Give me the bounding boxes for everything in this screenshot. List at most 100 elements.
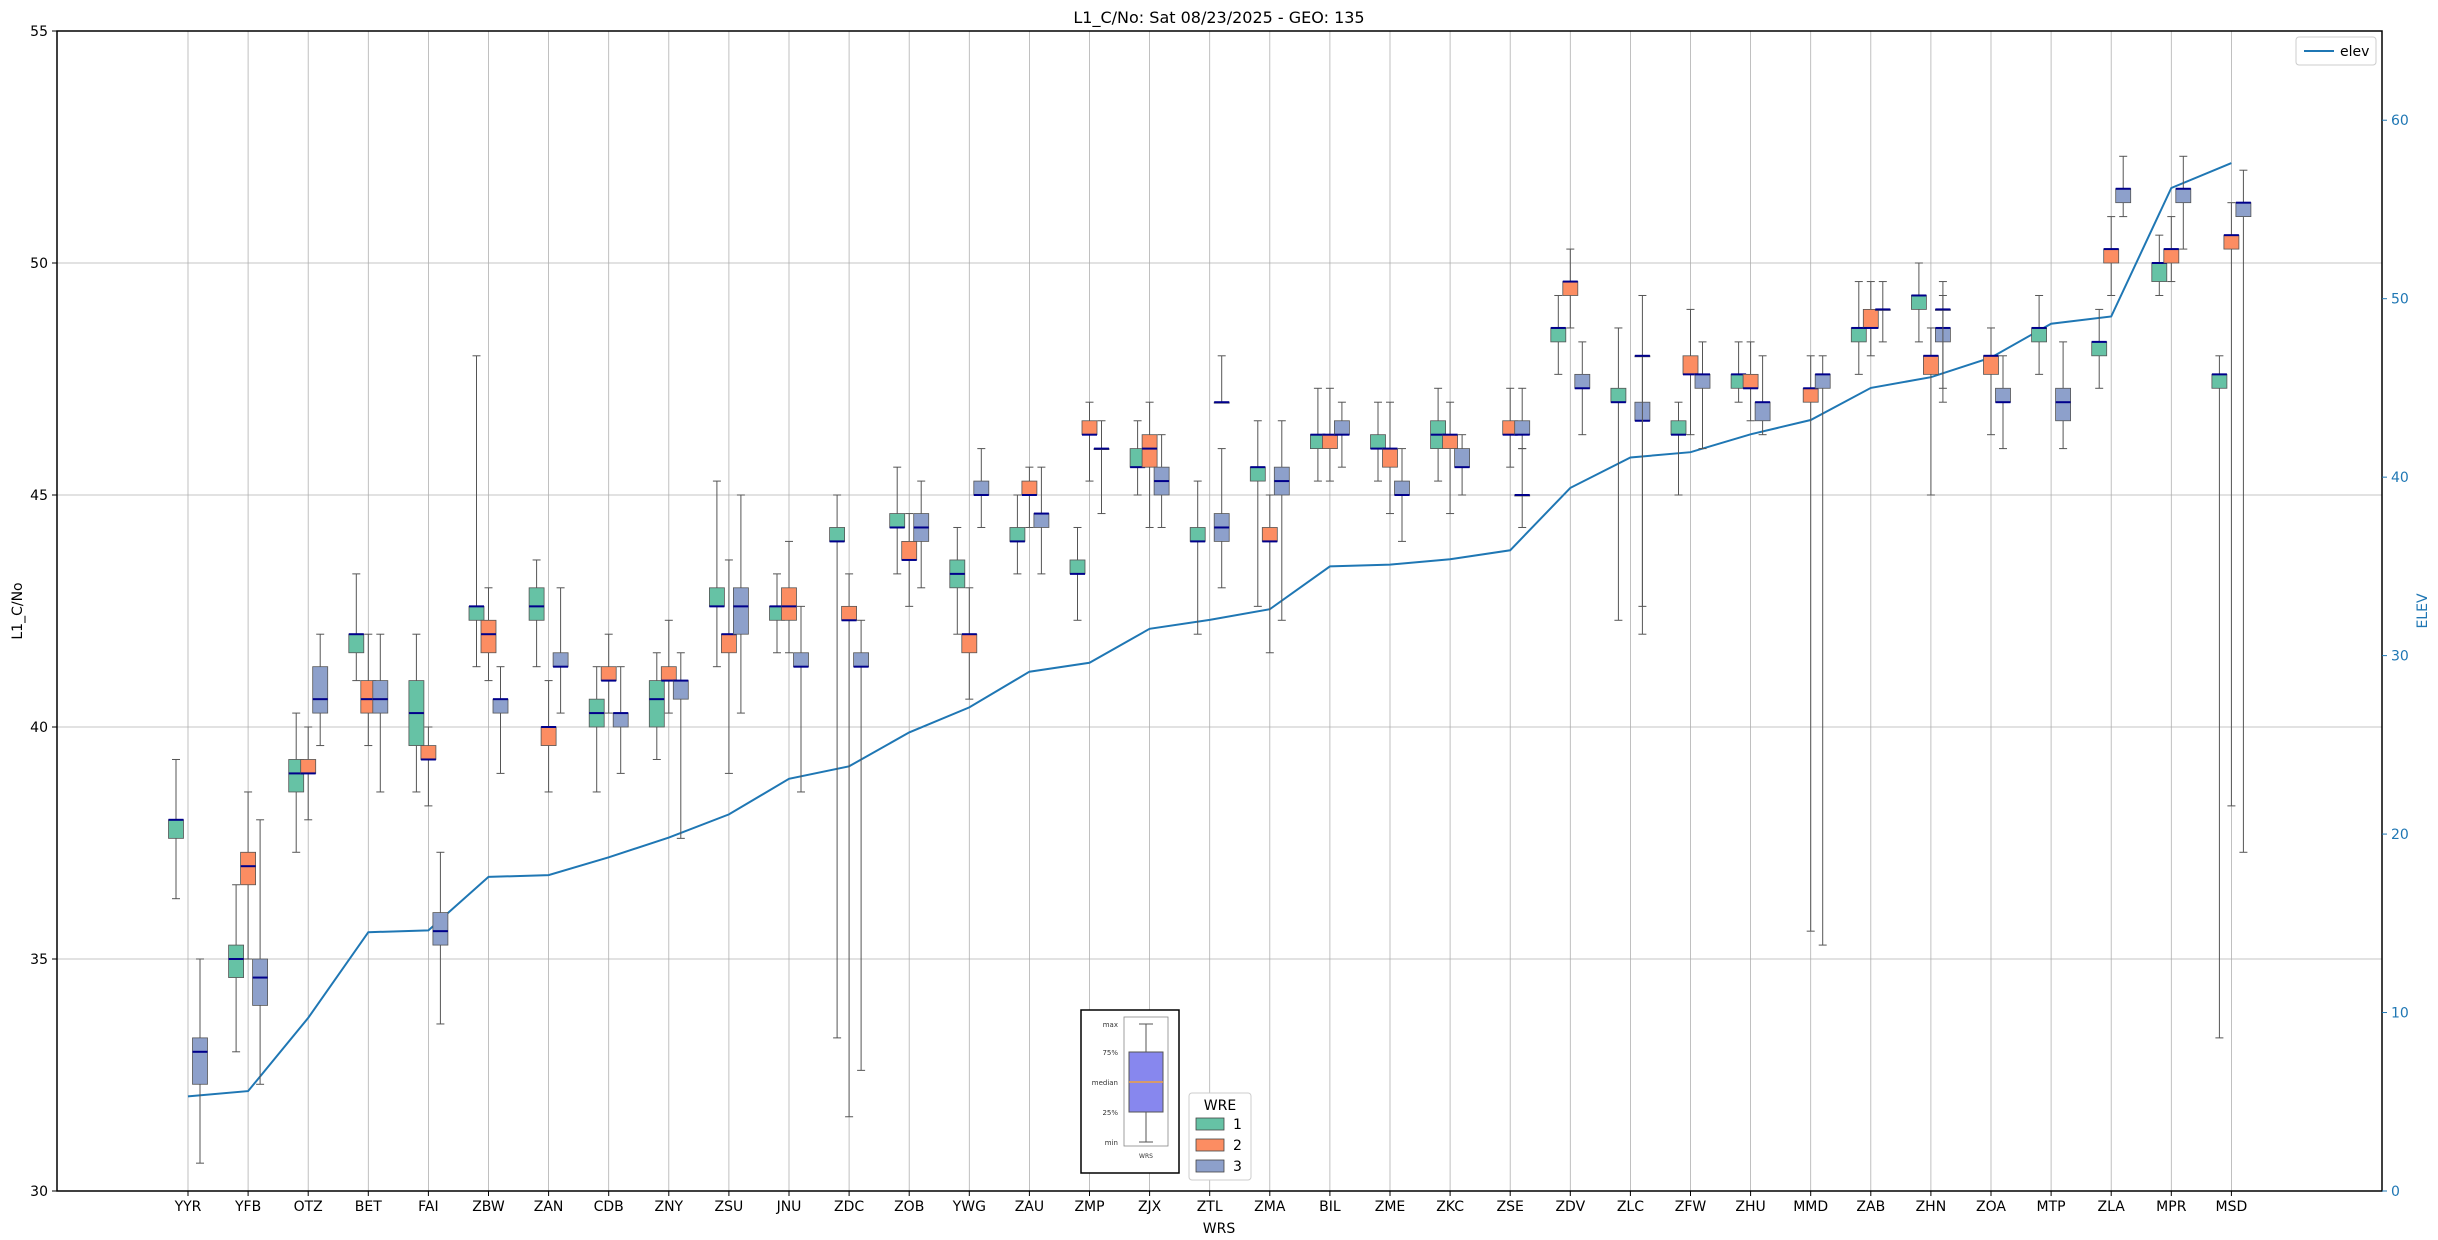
x-tick-label: ZSE	[1497, 1199, 1524, 1215]
iqr-box	[781, 587, 797, 621]
iqr-box	[1862, 308, 1879, 329]
iqr-box	[552, 652, 569, 668]
iqr-box	[648, 680, 665, 728]
box-wre2-mpr	[2163, 216, 2180, 283]
y2-tick-label: 50	[2391, 292, 2409, 308]
elev-legend-frame	[2295, 36, 2377, 66]
box-wre2-zan	[540, 680, 557, 793]
box-wre3-ywg	[973, 448, 990, 528]
x-tick-label: MPR	[2156, 1199, 2187, 1215]
box-wre3-yyr	[192, 958, 208, 1164]
x-tick-label: ZAB	[1856, 1199, 1885, 1215]
box-wre2-zab	[1862, 281, 1879, 357]
box-wre3-zbw	[492, 666, 509, 774]
box-wre3-bil	[1334, 401, 1350, 468]
plot-frame	[56, 30, 2383, 1192]
iqr-box	[973, 480, 990, 496]
box-wre1-zsu	[709, 480, 725, 668]
box-wre2-zfw	[1682, 308, 1699, 436]
box-wre3-zse	[1514, 448, 1531, 528]
box-wre3-zla	[2115, 155, 2132, 218]
y-tick-label: 40	[30, 720, 48, 736]
iqr-box	[1189, 527, 1206, 542]
box-wre2-fai	[420, 726, 437, 807]
box-wre1-zlc	[1610, 327, 1627, 621]
box-wre2-ywg	[961, 587, 978, 700]
x-tick-label: MSD	[2216, 1199, 2248, 1215]
iqr-box	[348, 633, 365, 654]
iqr-box	[1814, 373, 1831, 389]
x-tick-label: YWG	[952, 1199, 986, 1215]
box-wre2-zhu	[1742, 341, 1759, 422]
iqr-box	[2151, 262, 2168, 282]
box-wre3-zan	[552, 587, 569, 714]
y-tick-label: 30	[30, 1184, 48, 1200]
box-wre3-zhn	[1935, 281, 1951, 389]
box-wre3-zse	[1514, 387, 1531, 450]
wre-legend-label-3: 3	[1233, 1159, 1242, 1175]
iqr-box	[1670, 420, 1687, 436]
wre-legend-label-1: 1	[1233, 1117, 1242, 1133]
box-wre1-mtp	[2031, 294, 2047, 375]
x-tick-label: OTZ	[294, 1199, 323, 1215]
box-wre3-zny	[672, 652, 689, 839]
box-wre1-zme	[1370, 401, 1386, 482]
iqr-box	[372, 680, 389, 714]
iqr-box	[1442, 434, 1458, 449]
box-wre2-zbw	[480, 587, 497, 682]
box-wre2-zsu	[721, 559, 737, 774]
iqr-box	[2211, 373, 2228, 389]
box-wre2-zdc	[841, 573, 857, 1118]
iqr-box	[660, 666, 677, 681]
box-wre3-zfw	[1694, 341, 1711, 450]
box-wre3-mpr	[2175, 155, 2192, 250]
box-wre1-zfw	[1670, 401, 1687, 496]
box-wre1-zhn	[1911, 262, 1927, 343]
iqr-box	[1334, 420, 1350, 436]
box-wre3-zdc	[853, 619, 869, 1071]
key-label-median: median	[1092, 1079, 1118, 1087]
iqr-box	[841, 605, 857, 621]
iqr-box	[1322, 434, 1338, 449]
box-wre2-zob	[901, 513, 918, 607]
x-tick-label: ZHN	[1916, 1199, 1947, 1215]
key-label-max: max	[1103, 1021, 1118, 1029]
box-wre3-zlc	[1634, 294, 1651, 607]
box-wre3-zma	[1273, 420, 1290, 621]
key-label-q3: 75%	[1102, 1049, 1118, 1057]
x-tick-label: ZMA	[1254, 1199, 1286, 1215]
box-wre3-zob	[913, 480, 930, 589]
box-wre3-mmd	[1814, 355, 1831, 946]
wre-legend: WRE 1 2 3	[1188, 1092, 1252, 1181]
iqr-box	[1694, 373, 1711, 389]
iqr-box	[528, 587, 545, 621]
box-wre2-yfb	[240, 791, 257, 960]
iqr-box	[432, 912, 449, 946]
x-tick-label: YYR	[174, 1199, 202, 1215]
box-wre2-mmd	[1802, 355, 1819, 932]
iqr-box	[2031, 327, 2047, 343]
box-wre3-fai	[432, 851, 449, 1025]
iqr-box	[709, 587, 725, 607]
box-wre2-zma	[1261, 494, 1278, 654]
wre-legend-title: WRE	[1204, 1098, 1236, 1114]
iqr-box	[1454, 448, 1470, 468]
iqr-box	[600, 666, 617, 681]
x-tick-label: MTP	[2037, 1199, 2066, 1215]
iqr-box	[1682, 355, 1699, 375]
x-tick-label: ZMP	[1074, 1199, 1104, 1215]
iqr-box	[1802, 387, 1819, 403]
box-wre1-zau	[1009, 494, 1026, 575]
right-axis-ticks: 0 10 20 30 40 50 60	[2382, 113, 2409, 1200]
iqr-box	[829, 527, 845, 542]
iqr-box	[1742, 373, 1759, 389]
elev-legend: elev	[2295, 36, 2377, 66]
x-tick-label: ZAU	[1015, 1199, 1044, 1215]
x-tick-label: ZAN	[534, 1199, 564, 1215]
iqr-box	[1550, 327, 1567, 343]
box-wre2-zmp	[1081, 401, 1098, 482]
wre-legend-swatch-2	[1195, 1138, 1225, 1152]
x-tick-label: ZSU	[715, 1199, 744, 1215]
